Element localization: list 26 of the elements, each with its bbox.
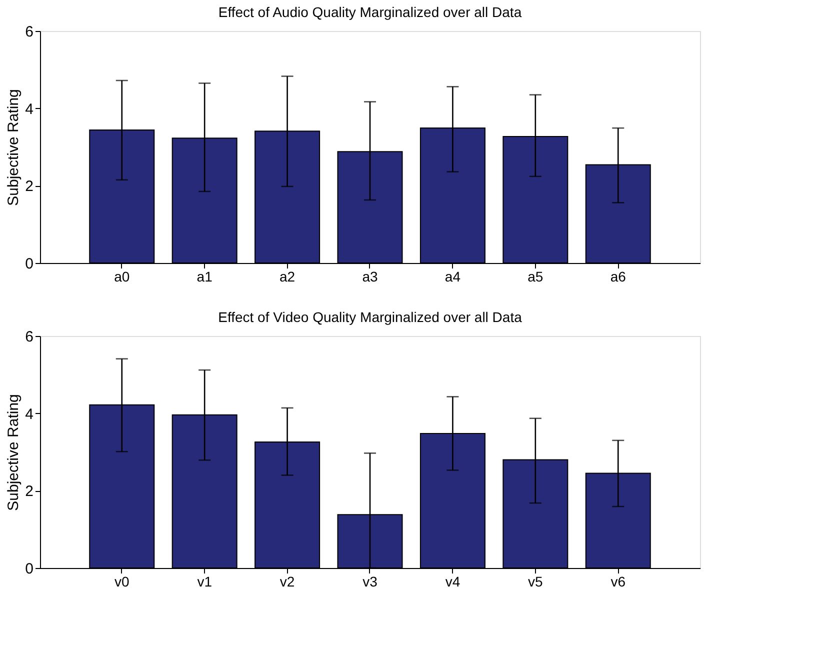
- y-tick-label: 2: [25, 178, 34, 196]
- y-tick-label: 0: [25, 560, 34, 578]
- x-tick-label: v6: [610, 574, 626, 590]
- x-tick-label: a5: [528, 268, 544, 284]
- y-tick-label: 2: [25, 483, 34, 500]
- x-tick-label: a1: [196, 268, 213, 284]
- chart-title: Effect of Audio Quality Marginalized over all Data: [218, 4, 522, 20]
- x-tick-label: v2: [280, 574, 295, 590]
- chart-title: Effect of Video Quality Marginalized over all Data: [218, 309, 522, 325]
- y-tick-label: 4: [25, 100, 34, 118]
- y-tick-label: 0: [25, 256, 34, 272]
- x-tick-label: v5: [528, 574, 544, 590]
- x-tick-label: a6: [610, 268, 626, 284]
- x-tick-label: v0: [114, 574, 130, 590]
- x-tick-label: a0: [114, 268, 130, 284]
- y-axis-title: Subjective Rating: [5, 89, 22, 206]
- x-tick-label: a4: [444, 268, 461, 284]
- y-tick-label: 6: [25, 328, 34, 346]
- y-axis-title: Subjective Rating: [5, 394, 22, 511]
- x-tick-label: a2: [280, 268, 296, 284]
- x-tick-label: v4: [445, 574, 460, 590]
- y-tick-label: 4: [25, 406, 34, 423]
- x-tick-label: v3: [362, 574, 378, 590]
- x-tick-label: v1: [197, 574, 212, 590]
- y-tick-label: 6: [25, 24, 34, 40]
- x-tick-label: a3: [362, 268, 378, 284]
